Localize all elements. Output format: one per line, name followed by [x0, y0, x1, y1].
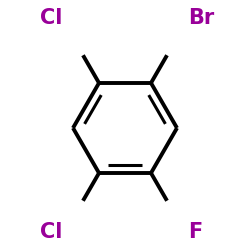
Text: Cl: Cl: [40, 8, 62, 28]
Text: F: F: [188, 222, 202, 242]
Text: Br: Br: [188, 8, 214, 28]
Text: Cl: Cl: [40, 222, 62, 242]
